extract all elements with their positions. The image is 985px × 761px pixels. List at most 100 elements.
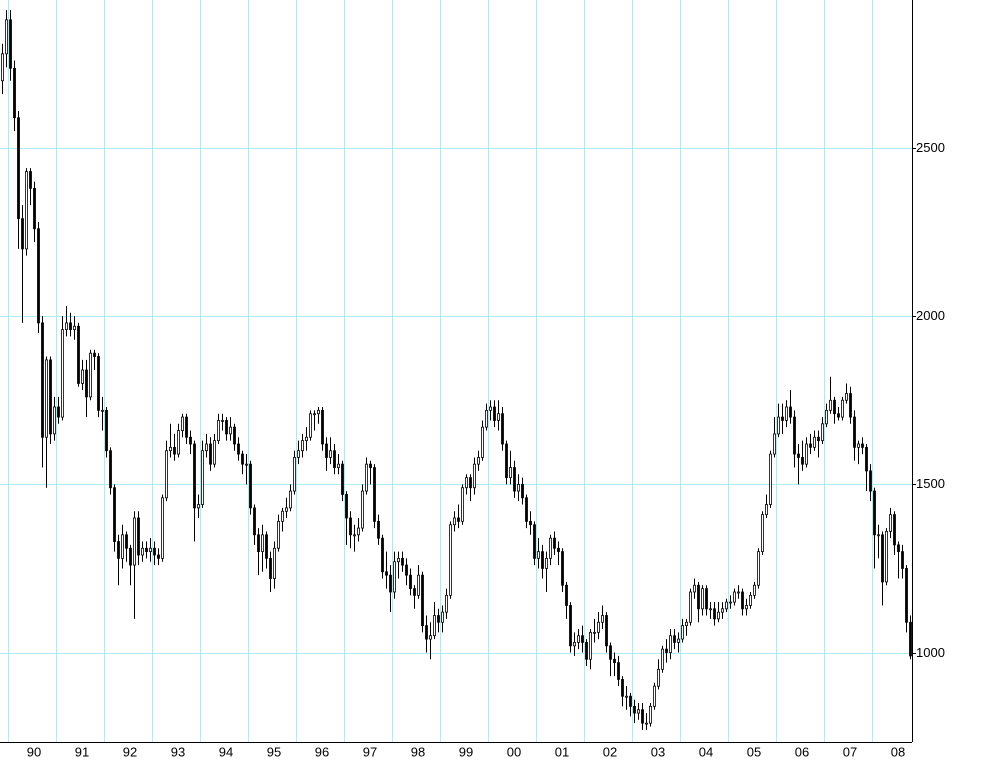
- candle-body: [17, 117, 20, 220]
- candle-body: [297, 450, 300, 458]
- candle-body: [105, 409, 108, 452]
- candle-body: [321, 409, 324, 445]
- candle-body: [665, 648, 668, 653]
- candle-body: [153, 547, 156, 556]
- candle-body: [721, 608, 724, 613]
- candle-body: [9, 19, 12, 69]
- candle-body: [753, 584, 756, 596]
- candle-body: [533, 524, 536, 559]
- candle-body: [497, 413, 500, 421]
- candle-body: [117, 541, 120, 559]
- candle-body: [609, 645, 612, 660]
- candle-body: [733, 591, 736, 603]
- candle-body: [637, 709, 640, 714]
- candle-body: [449, 524, 452, 596]
- candle-body: [433, 615, 436, 637]
- candle-body: [689, 591, 692, 623]
- candle-body: [633, 705, 636, 714]
- candle-body: [613, 658, 616, 664]
- candle-body: [477, 457, 480, 465]
- candle-body: [469, 477, 472, 489]
- x-tick-label: 99: [459, 744, 473, 759]
- candle-body: [293, 457, 296, 492]
- candle-body: [229, 426, 232, 435]
- candle-body: [581, 635, 584, 643]
- candle-body: [693, 584, 696, 593]
- candle-body: [857, 443, 860, 448]
- candle-body: [465, 477, 468, 489]
- candle-body: [593, 631, 596, 634]
- candle-body: [57, 406, 60, 418]
- candle-body: [621, 679, 624, 697]
- candle-body: [1, 53, 4, 82]
- candle-body: [97, 356, 100, 411]
- candle-body: [653, 685, 656, 707]
- candle-body: [669, 635, 672, 653]
- x-tick-label: 00: [507, 744, 521, 759]
- x-tick-label: 01: [555, 744, 569, 759]
- candle-body: [133, 517, 136, 566]
- candle-body: [781, 416, 784, 421]
- candle-body: [281, 510, 284, 522]
- x-tick-label: 06: [795, 744, 809, 759]
- candle-body: [549, 537, 552, 559]
- candle-body: [237, 443, 240, 455]
- candle-body: [317, 409, 320, 415]
- candle-body: [273, 547, 276, 579]
- x-tick-label: 02: [603, 744, 617, 759]
- candle-body: [409, 574, 412, 590]
- candle-body: [217, 420, 220, 442]
- candle-body: [369, 463, 372, 468]
- candle-body: [265, 534, 268, 559]
- candle-body: [385, 571, 388, 576]
- candle-body: [617, 662, 620, 680]
- candle-body: [909, 621, 912, 657]
- candle-body: [865, 446, 868, 472]
- candle-body: [73, 325, 76, 331]
- candle-body: [161, 497, 164, 559]
- candle-body: [49, 359, 52, 435]
- candle-body: [801, 457, 804, 465]
- candle-body: [113, 487, 116, 542]
- candle-body: [309, 413, 312, 438]
- candle-body: [661, 648, 664, 670]
- candle-body: [401, 557, 404, 566]
- candle-body: [437, 615, 440, 623]
- candle-body: [849, 393, 852, 418]
- x-tick-label: 05: [747, 744, 761, 759]
- candle-body: [657, 668, 660, 687]
- candle-body: [441, 611, 444, 623]
- candle-body: [565, 584, 568, 606]
- candle-body: [881, 534, 884, 583]
- candle-body: [745, 605, 748, 610]
- candle-body: [253, 507, 256, 536]
- x-tick-label: 90: [27, 744, 41, 759]
- candle-body: [29, 171, 32, 189]
- candle-body: [169, 446, 172, 452]
- x-tick-label: 08: [891, 744, 905, 759]
- candle-body: [841, 399, 844, 418]
- candle-body: [397, 557, 400, 563]
- candle-body: [789, 406, 792, 418]
- candle-body: [645, 722, 648, 725]
- candle-body: [225, 420, 228, 435]
- candle-body: [897, 544, 900, 553]
- candle-body: [381, 537, 384, 573]
- candle-body: [357, 527, 360, 536]
- candle-body: [417, 574, 420, 596]
- candle-body: [333, 450, 336, 468]
- candle-body: [821, 423, 824, 442]
- candle-body: [765, 504, 768, 516]
- candle-body: [601, 615, 604, 623]
- candle-body: [649, 705, 652, 724]
- candle-body: [629, 695, 632, 707]
- candle-body: [193, 443, 196, 509]
- candle-body: [525, 497, 528, 522]
- candle-body: [181, 416, 184, 431]
- candle-body: [69, 322, 72, 331]
- candle-body: [589, 631, 592, 660]
- candle-body: [797, 453, 800, 458]
- candle-body: [517, 483, 520, 492]
- candle-body: [817, 436, 820, 442]
